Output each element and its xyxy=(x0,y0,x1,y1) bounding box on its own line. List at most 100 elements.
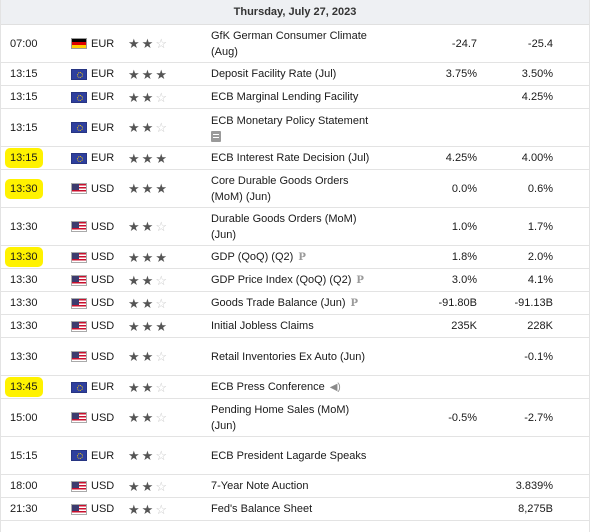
actual-value: 3.75% xyxy=(445,68,477,80)
star-filled-icon: ★ xyxy=(141,349,154,364)
event-row[interactable]: 13:30 USD ★ ★ ★ Initial Jobless Claims 235K 228… xyxy=(1,315,589,338)
event-row[interactable]: 13:30 USD ★ ★ ☆ Goods Trade Balance (Jun) P -91… xyxy=(1,292,589,315)
event-name-link[interactable]: Initial Jobless Claims xyxy=(211,320,314,332)
event-time: 18:00 xyxy=(10,480,38,492)
star-filled-icon: ★ xyxy=(141,448,154,463)
event-name-link[interactable]: ECB Monetary Policy Statement xyxy=(211,115,369,127)
event-time-highlighted: 13:15 xyxy=(7,150,41,166)
event-name-link[interactable]: ECB President Lagarde Speaks xyxy=(211,449,367,462)
star-filled-icon: ★ xyxy=(128,349,140,364)
event-name-link[interactable]: Fed's Balance Sheet xyxy=(211,503,313,515)
star-empty-icon: ☆ xyxy=(155,478,167,494)
document-icon xyxy=(211,131,221,142)
event-row[interactable]: 07:00 EUR ★ ★ ☆ GfK German Consumer Climate (A… xyxy=(1,25,589,63)
currency-code: EUR xyxy=(91,37,115,50)
event-row[interactable]: 13:15 EUR ★ ★ ☆ ECB Monetary Policy Statement xyxy=(1,109,589,147)
event-row[interactable]: 13:30 USD ★ ★ ☆ Durable Goods Orders (MoM) (Ju… xyxy=(1,208,589,246)
event-time: 15:15 xyxy=(10,449,38,462)
importance-stars: ★ ★ ☆ xyxy=(128,503,167,516)
event-name-link[interactable]: ECB Marginal Lending Facility xyxy=(211,91,359,103)
event-row[interactable]: 13:30 USD ★ ★ ☆ GDP Price Index (QoQ) (Q2) P 3.… xyxy=(1,269,589,292)
event-name-continued[interactable]: (Aug) xyxy=(211,45,238,58)
event-row[interactable]: 13:45 EUR ★ ★ ☆ ECB Press Conference ◀) xyxy=(1,376,589,399)
event-row[interactable]: 15:15 EUR ★ ★ ☆ ECB President Lagarde Speaks xyxy=(1,437,589,475)
us-flag-icon xyxy=(71,503,87,515)
event-name-link[interactable]: ECB Interest Rate Decision (Jul) xyxy=(211,152,370,164)
preliminary-icon: P xyxy=(350,297,359,309)
event-name-link[interactable]: 7-Year Note Auction xyxy=(211,480,309,492)
currency-code: USD xyxy=(91,350,115,363)
forecast-value: 4.25% xyxy=(521,91,553,103)
event-name-link[interactable]: Goods Trade Balance (Jun) xyxy=(211,297,346,309)
event-row[interactable]: 13:30 USD ★ ★ ★ Core Durable Goods Orders (MoM… xyxy=(1,170,589,208)
event-row[interactable]: 13:15 EUR ★ ★ ★ ECB Interest Rate Decision (J… xyxy=(1,147,589,170)
event-name-link[interactable]: GfK German Consumer Climate xyxy=(211,29,367,42)
star-filled-icon: ★ xyxy=(141,219,154,234)
actual-value: 3.0% xyxy=(451,274,477,286)
importance-stars: ★ ★ ☆ xyxy=(128,480,167,493)
forecast-value: 0.6% xyxy=(527,182,553,195)
event-row[interactable]: 13:30 USD ★ ★ ☆ Retail Inventories Ex Auto (J… xyxy=(1,338,589,376)
star-empty-icon: ☆ xyxy=(155,501,167,517)
currency-code: EUR xyxy=(91,121,115,134)
event-row[interactable]: 21:30 USD ★ ★ ☆ Fed's Balance Sheet 8,275B xyxy=(1,498,589,521)
star-empty-icon: ☆ xyxy=(155,219,167,234)
importance-stars: ★ ★ ☆ xyxy=(128,411,167,424)
forecast-value: -0.1% xyxy=(524,350,553,363)
star-filled-icon: ★ xyxy=(155,318,167,334)
event-name-link[interactable]: Durable Goods Orders (MoM) xyxy=(211,212,357,225)
event-row[interactable]: 15:00 USD ★ ★ ☆ Pending Home Sales (MoM) (Jun)… xyxy=(1,399,589,437)
event-row[interactable]: 18:00 USD ★ ★ ☆ 7-Year Note Auction 3.839% xyxy=(1,475,589,498)
event-name-link[interactable]: Pending Home Sales (MoM) xyxy=(211,403,350,416)
event-time: 15:00 xyxy=(10,411,38,424)
event-name-continued[interactable]: (MoM) (Jun) xyxy=(211,190,271,203)
star-filled-icon: ★ xyxy=(128,36,140,51)
star-empty-icon: ☆ xyxy=(155,410,167,425)
event-time: 13:30 xyxy=(10,297,38,309)
event-time: 13:15 xyxy=(10,68,38,80)
star-filled-icon: ★ xyxy=(128,379,140,395)
event-time: 13:15 xyxy=(10,91,38,103)
star-filled-icon: ★ xyxy=(141,501,154,517)
event-row[interactable]: 13:30 USD ★ ★ ★ GDP (QoQ) (Q2) P 1.8% 2.0% xyxy=(1,246,589,269)
star-filled-icon: ★ xyxy=(128,478,140,494)
star-filled-icon: ★ xyxy=(141,181,154,196)
date-header: Thursday, July 27, 2023 xyxy=(233,6,357,18)
star-filled-icon: ★ xyxy=(141,272,154,288)
event-name-link[interactable]: ECB Press Conference xyxy=(211,381,325,393)
event-name-link[interactable]: Deposit Facility Rate (Jul) xyxy=(211,68,337,80)
event-name-link[interactable]: Retail Inventories Ex Auto (Jun) xyxy=(211,350,366,363)
eu-flag-icon xyxy=(71,91,87,103)
event-name-continued[interactable]: (Jun) xyxy=(211,419,237,432)
event-row[interactable]: 13:15 EUR ★ ★ ★ Deposit Facility Rate (Jul) 3.… xyxy=(1,63,589,86)
us-flag-icon xyxy=(71,221,87,232)
actual-value: 4.25% xyxy=(445,152,477,164)
currency-code: EUR xyxy=(91,449,115,462)
importance-stars: ★ ★ ☆ xyxy=(128,121,167,134)
star-filled-icon: ★ xyxy=(141,410,154,425)
forecast-value: 2.0% xyxy=(527,251,553,263)
importance-stars: ★ ★ ☆ xyxy=(128,91,167,104)
forecast-value: -25.4 xyxy=(527,37,553,50)
event-row[interactable]: 13:15 EUR ★ ★ ☆ ECB Marginal Lending Facility… xyxy=(1,86,589,109)
star-filled-icon: ★ xyxy=(128,272,140,288)
actual-value: -0.5% xyxy=(448,411,477,424)
star-filled-icon: ★ xyxy=(141,36,154,51)
event-name-link[interactable]: Core Durable Goods Orders xyxy=(211,174,349,187)
event-name-link[interactable]: GDP Price Index (QoQ) (Q2) xyxy=(211,274,352,286)
star-filled-icon: ★ xyxy=(128,295,140,311)
forecast-value: 228K xyxy=(527,320,553,332)
forecast-value: 3.50% xyxy=(521,68,553,80)
currency-code: USD xyxy=(91,182,115,195)
importance-stars: ★ ★ ☆ xyxy=(128,449,167,462)
star-filled-icon: ★ xyxy=(128,150,140,166)
star-filled-icon: ★ xyxy=(141,379,154,395)
event-name-link[interactable]: GDP (QoQ) (Q2) xyxy=(211,251,294,263)
forecast-value: 4.00% xyxy=(521,152,553,164)
event-name-continued[interactable]: (Jun) xyxy=(211,228,237,241)
event-time: 21:30 xyxy=(10,503,38,515)
importance-stars: ★ ★ ★ xyxy=(128,68,167,81)
star-empty-icon: ☆ xyxy=(155,295,167,311)
currency-code: USD xyxy=(91,297,115,309)
star-filled-icon: ★ xyxy=(141,295,154,311)
